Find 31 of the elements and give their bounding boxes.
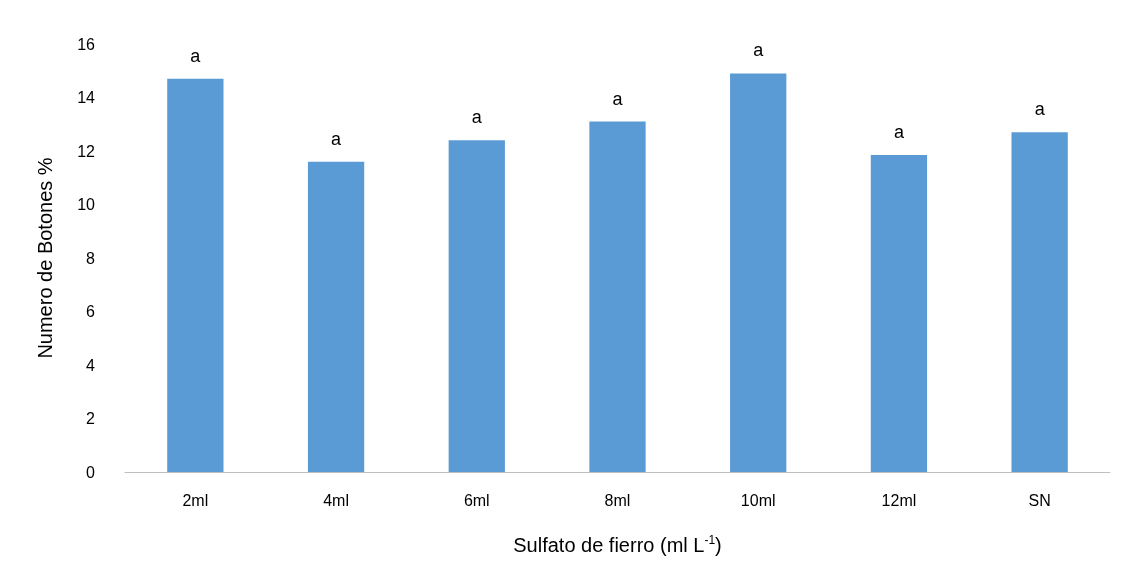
x-tick-label: SN xyxy=(1028,491,1051,509)
y-tick-label: 0 xyxy=(86,463,96,481)
annotation: a xyxy=(190,45,202,66)
y-tick-label: 10 xyxy=(77,196,96,213)
y-tick-label: 8 xyxy=(86,249,96,267)
x-tick-label: 8ml xyxy=(604,491,631,509)
annotation: a xyxy=(893,122,905,143)
x-tick-label: 10ml xyxy=(740,491,776,509)
bar xyxy=(730,73,787,472)
annotation: a xyxy=(612,88,624,109)
bar xyxy=(448,140,505,472)
x-tick-label: 6ml xyxy=(463,491,490,509)
y-tick-label: 12 xyxy=(77,142,96,160)
y-axis-title: Numero de Botones % xyxy=(34,157,56,359)
y-tick-label: 6 xyxy=(86,303,96,320)
y-tick-label: 16 xyxy=(77,35,96,53)
annotation: a xyxy=(331,128,343,149)
x-tick-label: 4ml xyxy=(323,491,349,509)
y-tick-label: 14 xyxy=(77,89,96,106)
annotation: a xyxy=(471,107,483,128)
annotation: a xyxy=(1034,99,1046,120)
annotation: a xyxy=(753,40,765,61)
x-tick-label: 2ml xyxy=(182,491,209,509)
bar xyxy=(870,155,928,472)
bar xyxy=(167,78,224,472)
y-tick-label: 4 xyxy=(86,356,96,374)
x-tick-label: 12ml xyxy=(881,491,917,509)
bar xyxy=(1011,132,1068,472)
bar xyxy=(589,121,646,472)
y-tick-label: 2 xyxy=(86,410,96,427)
bar xyxy=(307,161,365,472)
